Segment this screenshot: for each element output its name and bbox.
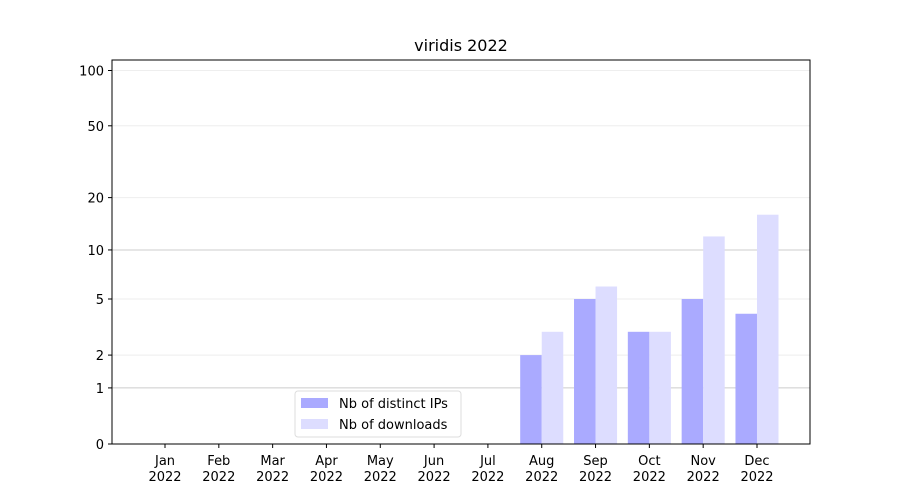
y-tick-label: 100 <box>79 65 104 80</box>
x-tick-label: Feb 2022 <box>202 454 235 485</box>
bar <box>703 236 725 444</box>
y-tick-label: 5 <box>96 293 104 308</box>
x-tick-label: Aug 2022 <box>525 454 558 485</box>
y-tick-label: 50 <box>87 120 104 135</box>
plot-frame <box>111 59 811 445</box>
x-tick-label: Dec 2022 <box>740 454 773 485</box>
bar <box>541 331 564 444</box>
bar <box>595 286 618 444</box>
y-tick-label: 10 <box>87 244 104 259</box>
bar <box>574 298 596 444</box>
legend-label: Nb of distinct IPs <box>339 397 448 412</box>
chart-title: viridis 2022 <box>414 36 508 55</box>
y-tick-label: 20 <box>87 192 104 207</box>
bar <box>756 214 779 444</box>
x-tick-label: Oct 2022 <box>633 454 666 485</box>
bar <box>681 298 704 444</box>
legend-label: Nb of downloads <box>339 418 448 433</box>
x-tick-label: Jan 2022 <box>148 454 181 485</box>
y-tick-label: 1 <box>96 382 104 397</box>
legend-swatch <box>301 398 328 408</box>
x-tick-label: Mar 2022 <box>256 454 289 485</box>
x-tick-label: Sep 2022 <box>579 454 612 485</box>
legend-box <box>294 390 462 438</box>
y-tick-label: 2 <box>96 349 104 364</box>
x-tick-label: May 2022 <box>364 454 397 485</box>
x-tick-label: Nov 2022 <box>687 454 720 485</box>
bar <box>627 331 650 444</box>
x-tick-label: Jul 2022 <box>471 454 504 485</box>
bar <box>520 355 542 444</box>
x-tick-label: Jun 2022 <box>418 454 451 485</box>
x-tick-label: Apr 2022 <box>310 454 343 485</box>
bar <box>649 331 671 444</box>
y-tick-label: 0 <box>96 438 104 453</box>
legend-swatch <box>301 419 328 429</box>
bar <box>735 313 757 444</box>
